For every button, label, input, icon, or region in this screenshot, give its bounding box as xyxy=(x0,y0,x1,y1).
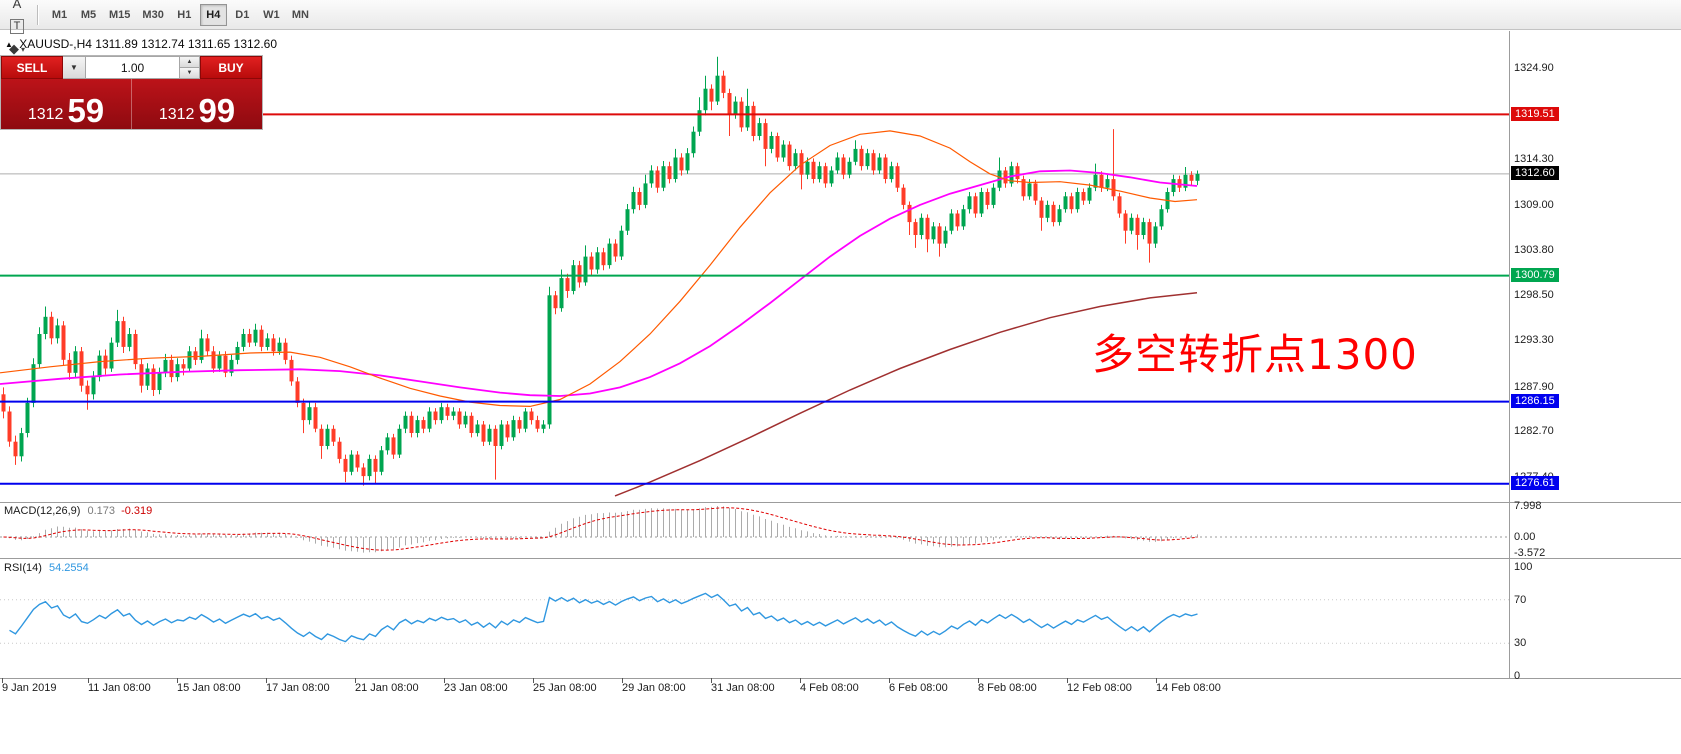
text-tool-icon[interactable]: A xyxy=(12,0,22,11)
rsi-label: RSI(14) xyxy=(4,562,42,574)
price-scale-label: 1287.90 xyxy=(1514,380,1554,393)
rsi-scale-label: 70 xyxy=(1514,593,1527,606)
volume-input[interactable] xyxy=(86,57,179,78)
price-scale-label: 1309.00 xyxy=(1514,198,1554,211)
timeframe-w1[interactable]: W1 xyxy=(263,8,280,21)
resistance-tag-1319: 1319.51 xyxy=(1511,106,1559,121)
sell-price-main: 1312 xyxy=(27,106,64,124)
sell-price-display[interactable]: 1312 59 xyxy=(1,79,131,129)
rsi-scale-label: 0 xyxy=(1514,670,1521,682)
macd-scale-label: 0.00 xyxy=(1514,531,1536,543)
toolbar-separator xyxy=(37,4,39,25)
buy-button[interactable]: BUY xyxy=(200,56,262,79)
shapes-tool-icon[interactable]: ◆ ▾ xyxy=(9,41,26,56)
price-scale-label: 1324.90 xyxy=(1514,62,1554,74)
timeframe-m30[interactable]: M30 xyxy=(142,8,164,21)
macd-value-signal: -0.319 xyxy=(121,505,153,517)
one-click-trading-panel: SELL ▼ ▲ ▼ BUY 1312 59 1312 99 xyxy=(0,55,263,130)
timeframe-group: M1 M5 M15 M30 H1 H4 D1 W1 MN xyxy=(45,3,315,26)
symbol-timeframe: XAUUSD-,H4 xyxy=(19,37,92,51)
timeframe-m15[interactable]: M15 xyxy=(109,8,131,21)
volume-stepper: ▲ ▼ xyxy=(180,56,200,79)
support-tag-1276: 1276.61 xyxy=(1511,476,1559,491)
buy-price-pips: 99 xyxy=(198,91,236,129)
current-price-tag: 1312.60 xyxy=(1511,166,1559,181)
ma-darkred xyxy=(614,291,1198,497)
toolbar-tools-group: ▤AT◆▾ xyxy=(4,0,30,61)
ohlc-values: 1311.89 1312.74 1311.65 1312.60 xyxy=(95,37,278,51)
rsi-header: RSI(14) 54.2554 xyxy=(4,562,89,574)
price-scale-label: 1314.30 xyxy=(1514,153,1554,166)
macd-label: MACD(12,26,9) xyxy=(4,505,81,517)
symbol-marker-icon: ▲ xyxy=(5,40,13,49)
macd-scale-label: 7.998 xyxy=(1514,500,1542,512)
chart-text-annotation[interactable]: 多空转折点1300 xyxy=(1092,330,1418,379)
price-scale-label: 1298.50 xyxy=(1514,289,1554,302)
trade-controls-row: SELL ▼ ▲ ▼ BUY xyxy=(1,56,262,79)
trade-price-row: 1312 59 1312 99 xyxy=(1,79,262,129)
ma-magenta xyxy=(0,169,1198,397)
price-axis[interactable]: 1324.90 1314.30 1309.00 1303.80 1298.50 1293.… xyxy=(1510,0,1681,754)
macd-header: MACD(12,26,9) 0.173 -0.319 xyxy=(4,505,152,517)
rsi-value: 54.2554 xyxy=(48,562,89,574)
rsi-scale-label: 100 xyxy=(1514,561,1533,573)
stepper-down-icon[interactable]: ▼ xyxy=(180,67,199,78)
text-label-tool-icon[interactable]: T xyxy=(5,15,29,38)
volume-field-wrap xyxy=(86,56,180,79)
sell-price-pips: 59 xyxy=(67,91,105,129)
buy-price-display[interactable]: 1312 99 xyxy=(132,79,262,129)
chevron-down-icon: ▾ xyxy=(21,44,26,54)
price-divider xyxy=(131,79,132,129)
chart-symbol-header: ▲ XAUUSD-,H4 1311.89 1312.74 1311.65 131… xyxy=(5,37,277,51)
macd-value-main: 0.173 xyxy=(87,505,116,517)
support-tag-1300: 1300.79 xyxy=(1511,268,1559,283)
timeframe-mn[interactable]: MN xyxy=(291,8,309,21)
price-scale-label: 1282.70 xyxy=(1514,425,1554,438)
price-scale-label: 1293.30 xyxy=(1514,334,1554,347)
rsi-scale-label: 30 xyxy=(1514,637,1527,650)
timeframe-m1[interactable]: M1 xyxy=(51,8,68,21)
timeframe-d1[interactable]: D1 xyxy=(235,8,250,21)
chevron-down-icon: ▼ xyxy=(70,63,78,72)
support-tag-1286: 1286.15 xyxy=(1511,394,1559,409)
sell-button[interactable]: SELL xyxy=(1,56,63,79)
buy-price-main: 1312 xyxy=(158,106,195,124)
timeframe-h1[interactable]: H1 xyxy=(177,8,192,21)
macd-scale-label: -3.572 xyxy=(1514,546,1546,559)
timeframe-h4[interactable]: H4 xyxy=(199,3,227,26)
ma-orange xyxy=(0,130,1198,408)
volume-dropdown-button[interactable]: ▼ xyxy=(63,56,86,79)
stepper-up-icon[interactable]: ▲ xyxy=(180,57,199,67)
timeframe-m5[interactable]: M5 xyxy=(80,8,97,21)
price-scale-label: 1303.80 xyxy=(1514,243,1554,256)
